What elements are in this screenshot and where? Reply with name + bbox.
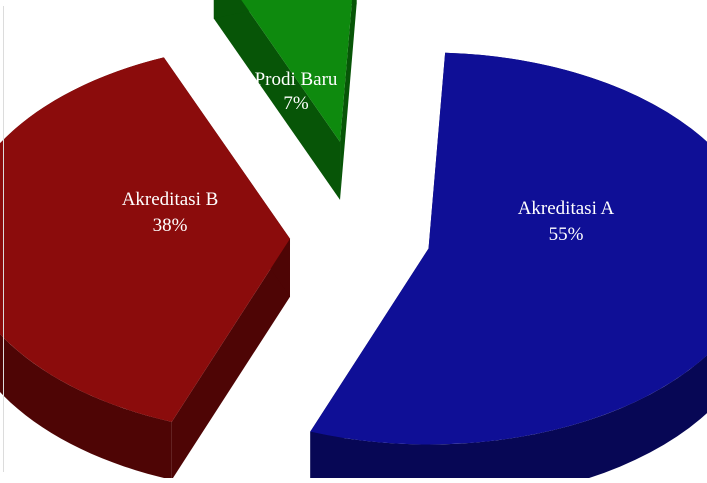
slice-label-akreditasi-a: Akreditasi A [518,198,615,219]
slice-percent-prodi-baru: 7% [283,93,309,114]
slice-akreditasi-a [310,52,707,483]
slice-percent-akreditasi-b: 38% [153,215,188,236]
slice-label-prodi-baru: Prodi Baru [255,69,338,90]
slice-percent-akreditasi-a: 55% [549,224,584,245]
slice-wall-prodi-baru-0 [213,0,341,200]
slice-rim-akreditasi-a [310,52,707,483]
slice-prodi-baru [213,0,357,200]
frame-edge [3,6,4,472]
slice-top-akreditasi-a [310,52,707,445]
slice-akreditasi-b [0,57,291,480]
slice-top-akreditasi-b [0,57,291,422]
slice-wall-prodi-baru-1 [340,0,357,200]
slice-top-prodi-baru [241,0,353,142]
slice-label-akreditasi-b: Akreditasi B [122,189,219,210]
slice-wall-akreditasi-b-0 [171,238,291,480]
